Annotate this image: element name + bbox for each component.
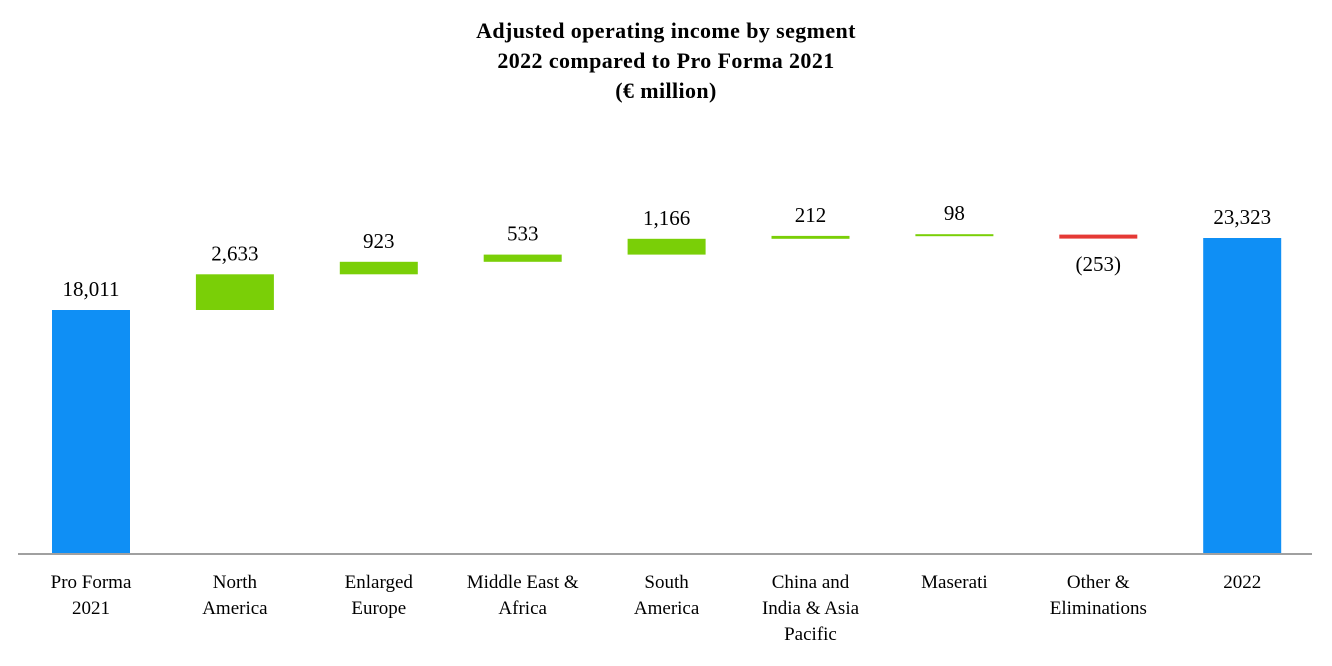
category-label-line: Europe: [351, 598, 406, 619]
category-label-line: Pro Forma: [51, 572, 132, 593]
category-label-line: America: [634, 598, 700, 619]
data-label-enlarged-europe: 923: [363, 229, 395, 253]
bar-2022: [1203, 238, 1282, 554]
bar-middle-east-africa: [483, 254, 562, 262]
category-label-line: America: [202, 598, 268, 619]
category-label-line: China and: [772, 572, 850, 593]
category-label-other-eliminations: Other & Eliminations: [1050, 572, 1147, 619]
category-label-line: India & Asia: [762, 598, 860, 619]
data-label-south-america: 1,166: [643, 206, 690, 230]
category-label-maserati: Maserati: [921, 572, 987, 593]
bar-south-america: [627, 238, 706, 255]
category-label-pro-forma-2021: Pro Forma 2021: [51, 572, 132, 619]
category-label-line: Middle East &: [467, 572, 579, 593]
category-label-line: Other &: [1067, 572, 1130, 593]
data-label-china-and-india-asia-pacific: 212: [795, 203, 827, 227]
category-label-line: Enlarged: [345, 572, 414, 593]
chart-title-line-2: 2022 compared to Pro Forma 2021: [497, 48, 835, 73]
category-label-line: Eliminations: [1050, 598, 1147, 619]
data-label-pro-forma-2021: 18,011: [63, 277, 120, 301]
bar-china-and-india-asia-pacific: [771, 235, 850, 239]
chart-title: Adjusted operating income by segment 202…: [0, 16, 1332, 106]
category-label-line: South: [644, 572, 689, 593]
data-label-middle-east-africa: 533: [507, 222, 539, 246]
data-labels-layer: 18,011 2,633 923 533 1,166 212 98 (253) 23,323: [63, 201, 1272, 301]
bar-pro-forma-2021: [52, 310, 130, 554]
category-label-south-america: South America: [634, 572, 700, 619]
category-label-line: Maserati: [921, 572, 987, 593]
category-label-2022: 2022: [1223, 572, 1261, 593]
chart-title-line-1: Adjusted operating income by segment: [476, 18, 856, 43]
chart-title-line-3: (€ million): [615, 78, 717, 103]
bar-enlarged-europe: [339, 261, 418, 275]
data-label-2022: 23,323: [1213, 205, 1271, 229]
bar-other-eliminations: [1059, 234, 1138, 239]
category-label-line: 2022: [1223, 572, 1261, 593]
category-labels-layer: Pro Forma 2021 North America Enlarged Europe M…: [51, 572, 1262, 645]
bar-north-america: [195, 274, 274, 310]
category-label-enlarged-europe: Enlarged Europe: [345, 572, 414, 619]
bar-maserati: [915, 234, 994, 237]
bars-layer: [52, 234, 1282, 554]
category-label-line: Pacific: [784, 624, 837, 645]
category-label-line: 2021: [72, 598, 110, 619]
data-label-north-america: 2,633: [211, 241, 258, 265]
category-label-line: North: [213, 572, 258, 593]
category-label-north-america: North America: [202, 572, 268, 619]
data-label-maserati: 98: [944, 201, 965, 225]
data-label-other-eliminations: (253): [1076, 252, 1122, 276]
category-label-china-and-india-asia-pacific: China and India & Asia Pacific: [762, 572, 860, 645]
category-label-line: Africa: [498, 598, 547, 619]
category-label-middle-east-africa: Middle East & Africa: [467, 572, 579, 619]
